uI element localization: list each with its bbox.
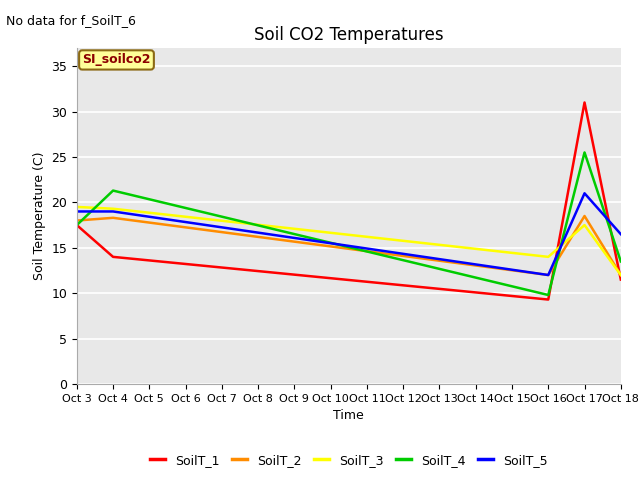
SoilT_1 bbox=[363, 279, 371, 285]
SoilT_4 bbox=[109, 188, 117, 193]
SoilT_3 bbox=[218, 218, 226, 224]
SoilT_2 bbox=[580, 213, 588, 219]
SoilT_3 bbox=[508, 250, 516, 256]
SoilT_2 bbox=[508, 267, 516, 273]
SoilT_5 bbox=[109, 209, 117, 215]
Line: SoilT_1: SoilT_1 bbox=[77, 103, 621, 300]
SoilT_2 bbox=[109, 215, 117, 221]
Text: SI_soilco2: SI_soilco2 bbox=[82, 53, 151, 66]
SoilT_3 bbox=[545, 254, 552, 260]
SoilT_4 bbox=[472, 275, 479, 280]
SoilT_1 bbox=[218, 264, 226, 270]
X-axis label: Time: Time bbox=[333, 409, 364, 422]
SoilT_4 bbox=[182, 205, 189, 211]
SoilT_1 bbox=[399, 282, 407, 288]
Line: SoilT_3: SoilT_3 bbox=[77, 207, 621, 275]
SoilT_5 bbox=[254, 230, 262, 236]
SoilT_3 bbox=[109, 206, 117, 212]
SoilT_1 bbox=[327, 276, 335, 281]
SoilT_3 bbox=[145, 210, 153, 216]
SoilT_3 bbox=[399, 238, 407, 244]
SoilT_1 bbox=[73, 222, 81, 228]
SoilT_3 bbox=[291, 226, 298, 232]
SoilT_4 bbox=[145, 196, 153, 202]
Text: No data for f_SoilT_6: No data for f_SoilT_6 bbox=[6, 14, 136, 27]
SoilT_2 bbox=[291, 239, 298, 244]
SoilT_3 bbox=[363, 234, 371, 240]
SoilT_2 bbox=[545, 272, 552, 278]
SoilT_1 bbox=[182, 261, 189, 267]
SoilT_2 bbox=[145, 220, 153, 226]
SoilT_3 bbox=[472, 246, 479, 252]
SoilT_1 bbox=[436, 286, 444, 292]
Line: SoilT_4: SoilT_4 bbox=[77, 153, 621, 295]
SoilT_2 bbox=[436, 258, 444, 264]
SoilT_1 bbox=[508, 293, 516, 299]
SoilT_1 bbox=[617, 276, 625, 282]
SoilT_1 bbox=[145, 258, 153, 264]
SoilT_5 bbox=[580, 191, 588, 196]
SoilT_5 bbox=[472, 262, 479, 267]
Line: SoilT_5: SoilT_5 bbox=[77, 193, 621, 275]
SoilT_1 bbox=[545, 297, 552, 302]
SoilT_5 bbox=[218, 225, 226, 230]
SoilT_5 bbox=[363, 246, 371, 252]
SoilT_4 bbox=[436, 266, 444, 272]
SoilT_3 bbox=[580, 222, 588, 228]
SoilT_2 bbox=[363, 248, 371, 254]
SoilT_5 bbox=[508, 267, 516, 273]
SoilT_4 bbox=[545, 292, 552, 298]
SoilT_5 bbox=[291, 235, 298, 241]
Legend: SoilT_1, SoilT_2, SoilT_3, SoilT_4, SoilT_5: SoilT_1, SoilT_2, SoilT_3, SoilT_4, Soil… bbox=[145, 449, 552, 472]
SoilT_1 bbox=[109, 254, 117, 260]
SoilT_3 bbox=[73, 204, 81, 210]
Line: SoilT_2: SoilT_2 bbox=[77, 216, 621, 275]
SoilT_4 bbox=[399, 257, 407, 263]
SoilT_5 bbox=[399, 251, 407, 257]
SoilT_3 bbox=[617, 272, 625, 278]
Y-axis label: Soil Temperature (C): Soil Temperature (C) bbox=[33, 152, 45, 280]
SoilT_1 bbox=[291, 272, 298, 277]
SoilT_5 bbox=[545, 272, 552, 278]
Title: Soil CO2 Temperatures: Soil CO2 Temperatures bbox=[254, 25, 444, 44]
SoilT_4 bbox=[327, 240, 335, 246]
SoilT_5 bbox=[327, 240, 335, 246]
SoilT_5 bbox=[145, 214, 153, 220]
SoilT_4 bbox=[218, 214, 226, 219]
SoilT_3 bbox=[254, 222, 262, 228]
SoilT_2 bbox=[254, 234, 262, 240]
SoilT_4 bbox=[73, 222, 81, 228]
SoilT_4 bbox=[617, 259, 625, 264]
SoilT_4 bbox=[254, 223, 262, 228]
SoilT_1 bbox=[254, 268, 262, 274]
SoilT_2 bbox=[399, 253, 407, 259]
SoilT_5 bbox=[617, 231, 625, 237]
SoilT_4 bbox=[291, 231, 298, 237]
SoilT_2 bbox=[617, 272, 625, 278]
SoilT_3 bbox=[182, 214, 189, 220]
SoilT_4 bbox=[508, 283, 516, 289]
SoilT_5 bbox=[182, 219, 189, 225]
SoilT_5 bbox=[73, 209, 81, 215]
SoilT_1 bbox=[580, 100, 588, 106]
SoilT_5 bbox=[436, 256, 444, 262]
SoilT_3 bbox=[436, 242, 444, 248]
SoilT_1 bbox=[472, 289, 479, 295]
SoilT_2 bbox=[327, 243, 335, 249]
SoilT_4 bbox=[363, 249, 371, 254]
SoilT_4 bbox=[580, 150, 588, 156]
SoilT_2 bbox=[73, 217, 81, 223]
SoilT_2 bbox=[472, 263, 479, 268]
SoilT_2 bbox=[182, 225, 189, 230]
SoilT_3 bbox=[327, 230, 335, 236]
SoilT_2 bbox=[218, 229, 226, 235]
